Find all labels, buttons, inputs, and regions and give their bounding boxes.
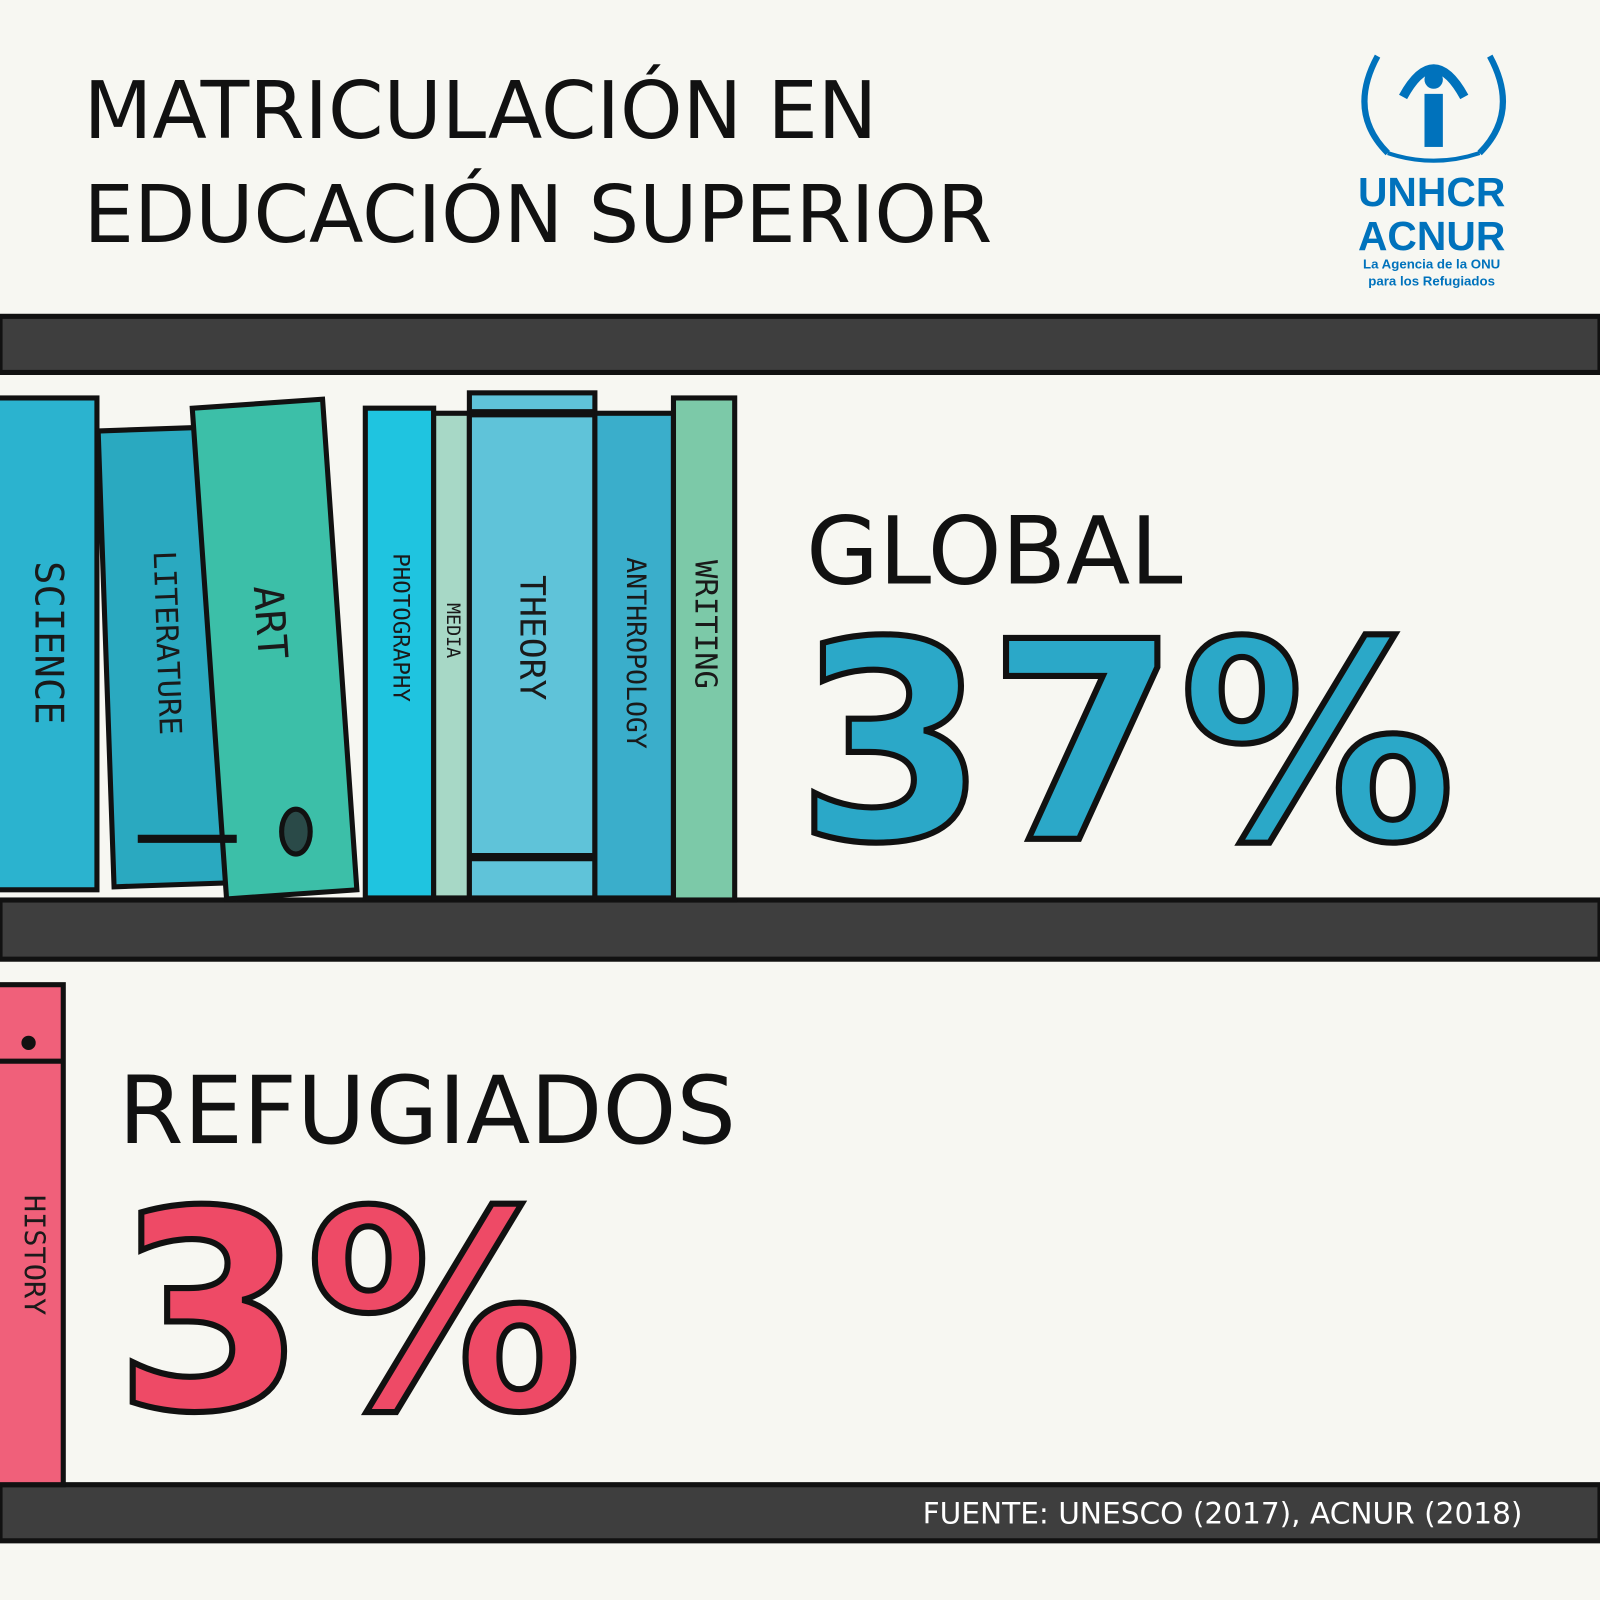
logo-tagline: para los Refugiados	[1368, 274, 1495, 289]
refugees-value: 3%	[114, 1152, 582, 1473]
source: FUENTE: UNESCO (2017), ACNUR (2018)	[923, 1496, 1523, 1530]
logo-tagline: La Agencia de la ONU	[1363, 256, 1500, 271]
spine-label: ART	[244, 584, 297, 661]
global-label: GLOBAL	[806, 498, 1182, 607]
shelf	[0, 1482, 1600, 1544]
books	[0, 390, 738, 1488]
spine-label: PHOTOGRAPHY	[388, 553, 414, 702]
spine-label: SCIENCE	[25, 561, 70, 724]
spine-label: LITERATURE	[146, 550, 187, 735]
logo	[1361, 54, 1506, 163]
book	[189, 396, 360, 902]
logo-name-es: ACNUR	[1358, 213, 1505, 259]
spine-label: HISTORY	[18, 1195, 52, 1315]
book	[362, 405, 437, 901]
shelf	[0, 897, 1600, 962]
book	[0, 982, 66, 1488]
book	[431, 410, 472, 901]
shelf	[0, 313, 1600, 375]
spine-label: MEDIA	[442, 603, 463, 658]
logo-name: UNHCR	[1358, 169, 1505, 215]
book	[592, 410, 677, 901]
spine-label: WRITING	[688, 560, 723, 689]
spine-label: THEORY	[512, 575, 552, 700]
title-line: MATRICULACIÓN EN	[84, 63, 878, 157]
title-line: EDUCACIÓN SUPERIOR	[84, 167, 993, 261]
refugees-label: REFUGIADOS	[118, 1057, 736, 1166]
book	[670, 395, 738, 903]
book	[466, 390, 598, 901]
spine-label: ANTHROPOLOGY	[620, 557, 651, 749]
book	[0, 395, 100, 893]
global-value: 37%	[796, 583, 1455, 904]
